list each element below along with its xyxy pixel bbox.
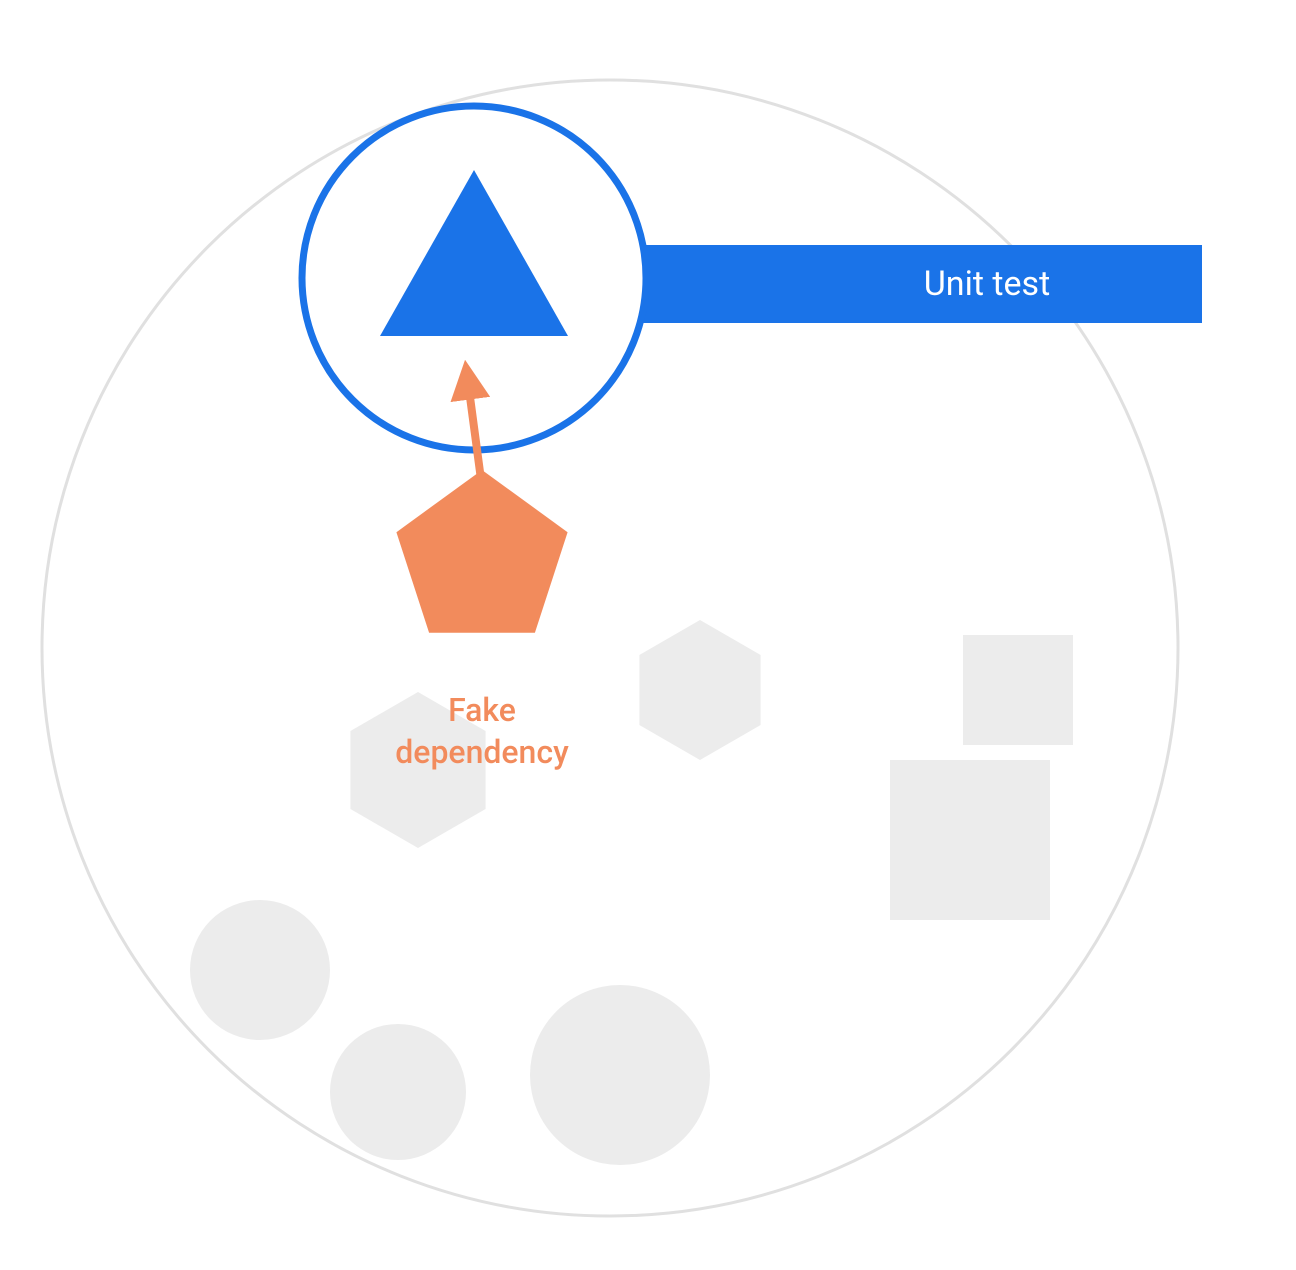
unit-test-label: Unit test bbox=[924, 264, 1050, 304]
fake-label-line1: Fake bbox=[448, 691, 516, 729]
unit-test-diagram: Unit test Fake dependency bbox=[0, 0, 1296, 1270]
fake-label-line2: dependency bbox=[395, 733, 568, 771]
unit-test-banner: Unit test bbox=[642, 245, 1202, 323]
fake-dependency-label: Fake dependency bbox=[332, 690, 632, 773]
diagram-svg bbox=[0, 0, 1296, 1270]
